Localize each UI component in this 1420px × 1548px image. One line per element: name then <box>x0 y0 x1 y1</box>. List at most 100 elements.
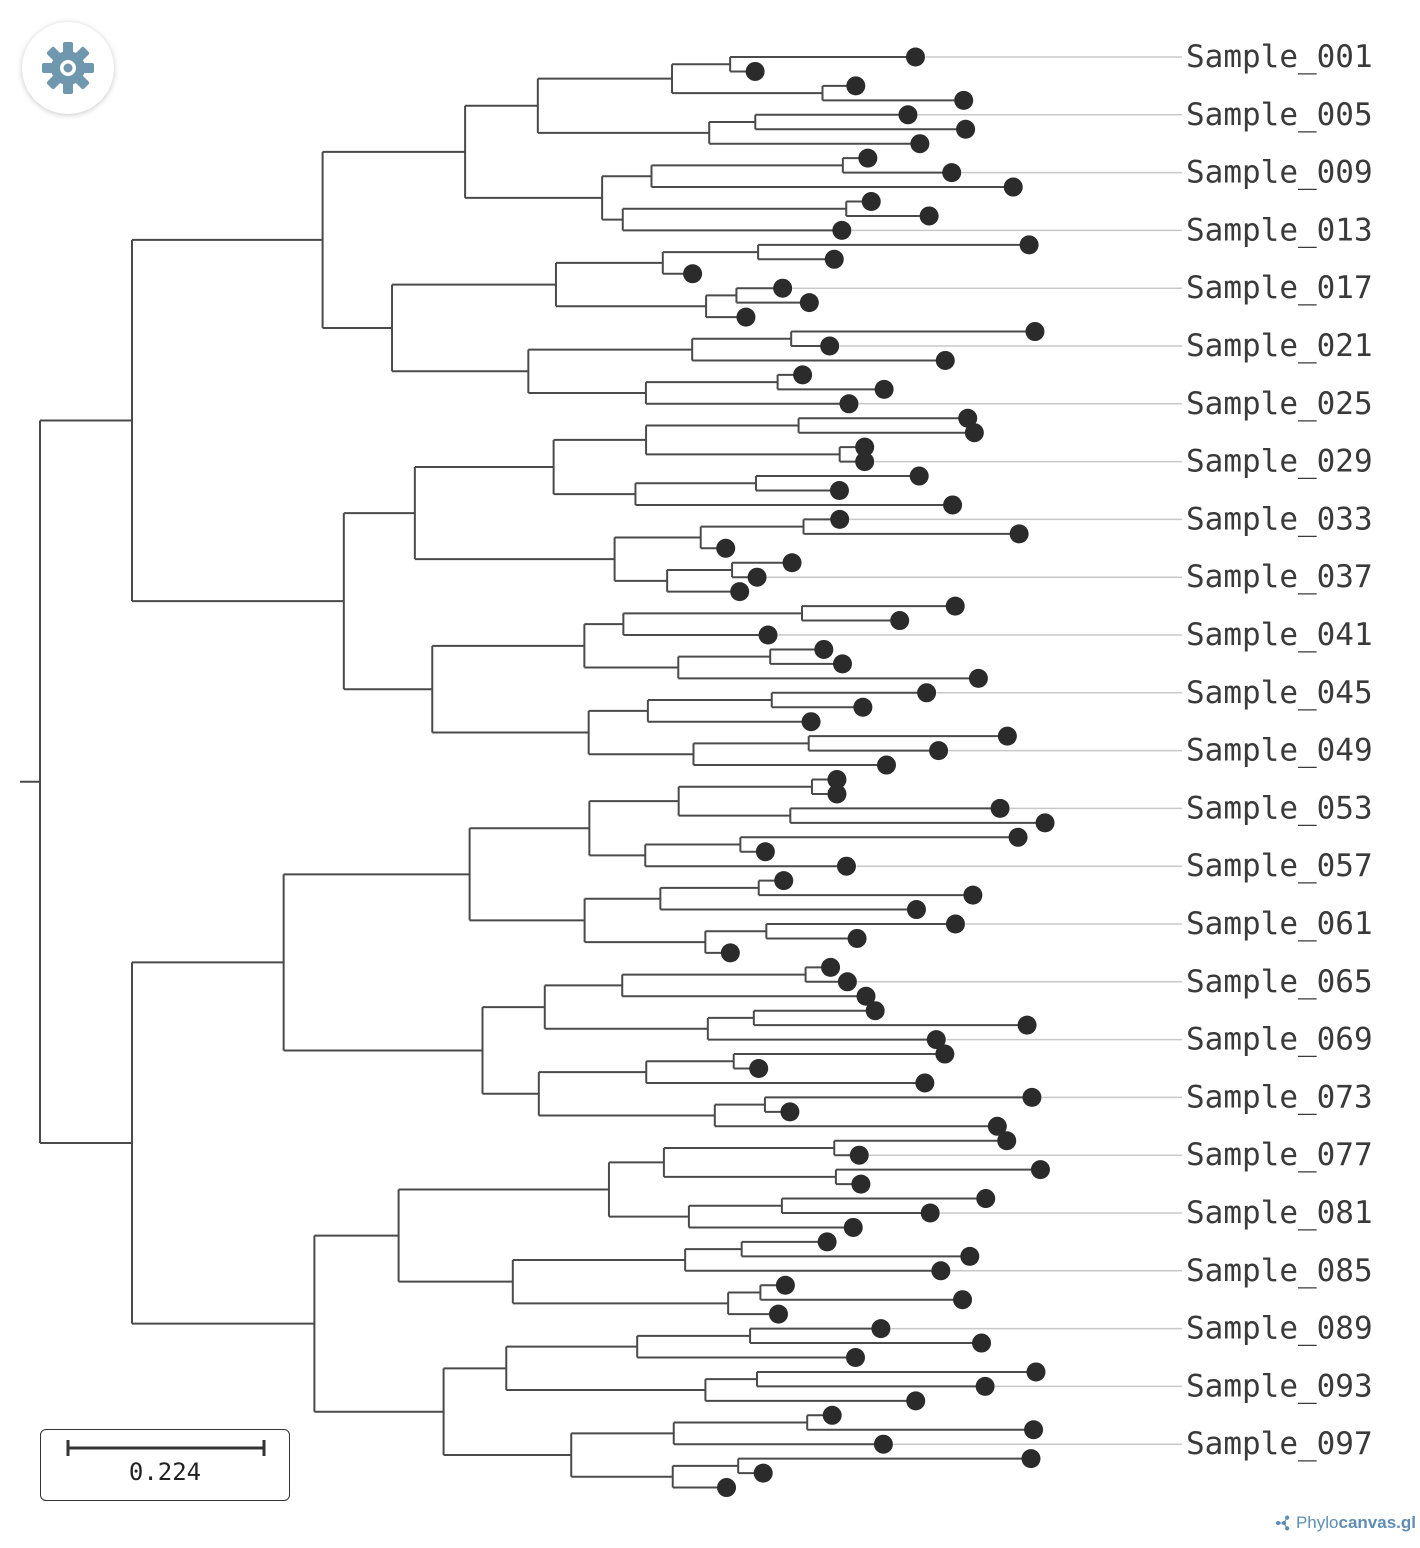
leaf-node[interactable] <box>799 293 819 313</box>
leaf-node[interactable] <box>1022 1087 1042 1107</box>
leaf-node[interactable] <box>906 1391 926 1411</box>
leaf-node[interactable] <box>843 1217 863 1237</box>
leaf-label[interactable]: Sample_053 <box>1186 790 1373 826</box>
leaf-node[interactable] <box>855 437 875 457</box>
leaf-node[interactable] <box>865 1001 885 1021</box>
leaf-node[interactable] <box>827 784 847 804</box>
leaf-node[interactable] <box>945 914 965 934</box>
leaf-node[interactable] <box>926 1030 946 1050</box>
leaf-label[interactable]: Sample_061 <box>1186 906 1373 942</box>
leaf-node[interactable] <box>773 278 793 298</box>
leaf-node[interactable] <box>871 1319 891 1339</box>
leaf-label[interactable]: Sample_069 <box>1186 1022 1373 1058</box>
leaf-node[interactable] <box>821 957 841 977</box>
leaf-node[interactable] <box>972 1333 992 1353</box>
leaf-node[interactable] <box>906 900 926 920</box>
leaf-node[interactable] <box>963 885 983 905</box>
leaf-label[interactable]: Sample_013 <box>1186 212 1373 248</box>
leaf-node[interactable] <box>1003 177 1023 197</box>
leaf-node[interactable] <box>817 1232 837 1252</box>
leaf-label[interactable]: Sample_097 <box>1186 1426 1373 1462</box>
leaf-node[interactable] <box>849 1145 869 1165</box>
leaf-label[interactable]: Sample_045 <box>1186 675 1373 711</box>
leaf-node[interactable] <box>774 871 794 891</box>
leaf-node[interactable] <box>747 567 767 587</box>
leaf-node[interactable] <box>846 1348 866 1367</box>
leaf-node[interactable] <box>1017 1015 1037 1035</box>
leaf-node[interactable] <box>824 249 844 269</box>
leaf-node[interactable] <box>753 1463 773 1483</box>
leaf-node[interactable] <box>960 1246 980 1266</box>
leaf-node[interactable] <box>856 986 876 1006</box>
leaf-label[interactable]: Sample_057 <box>1186 848 1373 884</box>
leaf-node[interactable] <box>874 379 894 399</box>
leaf-label[interactable]: Sample_073 <box>1186 1079 1373 1115</box>
leaf-node[interactable] <box>780 1102 800 1122</box>
leaf-node[interactable] <box>1035 813 1055 833</box>
leaf-node[interactable] <box>987 1116 1007 1136</box>
leaf-node[interactable] <box>793 365 813 385</box>
leaf-node[interactable] <box>976 1189 996 1209</box>
leaf-node[interactable] <box>855 452 875 472</box>
leaf-node[interactable] <box>720 943 740 963</box>
leaf-node[interactable] <box>920 1203 940 1223</box>
leaf-node[interactable] <box>745 61 765 81</box>
leaf-node[interactable] <box>975 1376 995 1396</box>
leaf-node[interactable] <box>1008 827 1028 847</box>
leaf-node[interactable] <box>997 726 1017 746</box>
leaf-label[interactable]: Sample_037 <box>1186 559 1373 595</box>
leaf-node[interactable] <box>1024 1420 1044 1440</box>
leaf-node[interactable] <box>898 105 918 125</box>
leaf-node[interactable] <box>917 683 937 703</box>
leaf-node[interactable] <box>954 90 974 110</box>
leaf-nodes[interactable] <box>683 47 1055 1498</box>
leaf-label[interactable]: Sample_049 <box>1186 733 1373 769</box>
leaf-label[interactable]: Sample_005 <box>1186 97 1373 133</box>
leaf-node[interactable] <box>1021 1449 1041 1469</box>
leaf-node[interactable] <box>782 553 802 573</box>
leaf-label[interactable]: Sample_085 <box>1186 1253 1373 1289</box>
leaf-labels[interactable]: Sample_001 Sample_005 Sample_009 Sample_013… <box>1186 39 1373 1462</box>
phylocanvas-logo[interactable]: Phylocanvas.gl <box>1276 1508 1416 1538</box>
leaf-label[interactable]: Sample_017 <box>1186 270 1373 306</box>
leaf-node[interactable] <box>814 639 834 659</box>
leaf-node[interactable] <box>846 76 866 96</box>
leaf-label[interactable]: Sample_021 <box>1186 328 1373 364</box>
leaf-node[interactable] <box>909 466 929 486</box>
leaf-node[interactable] <box>730 582 750 602</box>
leaf-node[interactable] <box>968 668 988 688</box>
leaf-node[interactable] <box>830 509 850 529</box>
leaf-node[interactable] <box>749 1059 769 1078</box>
leaf-node[interactable] <box>1009 524 1029 544</box>
leaf-node[interactable] <box>820 336 840 356</box>
settings-button[interactable] <box>22 22 114 114</box>
leaf-node[interactable] <box>1019 235 1039 255</box>
leaf-label[interactable]: Sample_089 <box>1186 1311 1373 1347</box>
leaf-node[interactable] <box>1026 1362 1046 1382</box>
leaf-node[interactable] <box>837 972 857 992</box>
leaf-node[interactable] <box>890 611 910 631</box>
leaf-node[interactable] <box>822 1405 842 1425</box>
leaf-node[interactable] <box>853 697 873 717</box>
leaf-node[interactable] <box>839 394 859 414</box>
leaf-node[interactable] <box>958 408 978 428</box>
leaf-node[interactable] <box>942 163 962 183</box>
leaf-node[interactable] <box>758 625 778 645</box>
leaf-node[interactable] <box>910 134 930 154</box>
leaf-node[interactable] <box>832 220 852 240</box>
leaf-node[interactable] <box>683 264 703 284</box>
leaf-node[interactable] <box>851 1174 871 1194</box>
leaf-node[interactable] <box>861 192 881 211</box>
leaf-node[interactable] <box>833 654 853 674</box>
leaf-node[interactable] <box>768 1304 788 1324</box>
leaf-node[interactable] <box>775 1275 795 1295</box>
leaf-node[interactable] <box>935 350 955 370</box>
leaf-label[interactable]: Sample_081 <box>1186 1195 1373 1231</box>
leaf-label[interactable]: Sample_093 <box>1186 1368 1373 1404</box>
leaf-node[interactable] <box>915 1073 935 1093</box>
leaf-node[interactable] <box>847 928 867 948</box>
leaf-label[interactable]: Sample_033 <box>1186 501 1373 537</box>
leaf-label[interactable]: Sample_065 <box>1186 964 1373 1000</box>
